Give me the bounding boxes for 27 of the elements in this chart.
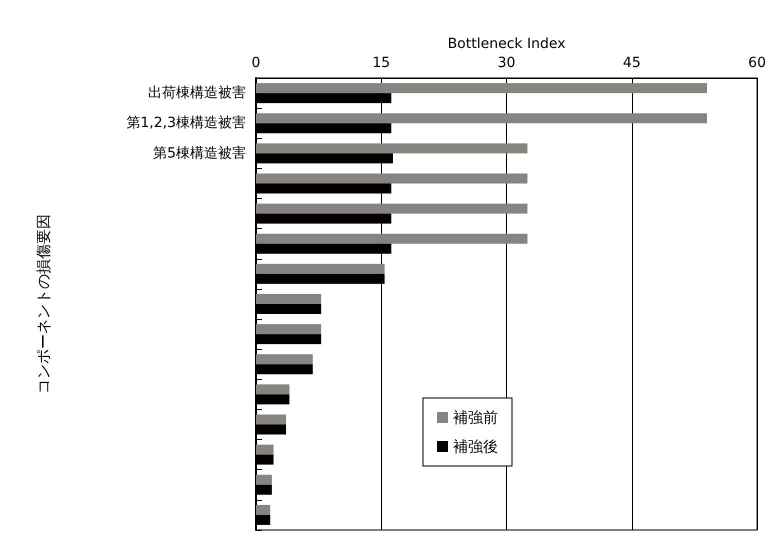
bar bbox=[256, 294, 322, 304]
x-tick-label: 30 bbox=[498, 55, 516, 71]
bar bbox=[256, 474, 272, 485]
bar bbox=[256, 414, 286, 425]
bar bbox=[256, 204, 528, 214]
x-tick-label: 45 bbox=[622, 55, 641, 71]
x-tick-label: 15 bbox=[372, 55, 390, 71]
bar bbox=[256, 444, 274, 455]
bar bbox=[256, 324, 322, 334]
bar bbox=[256, 384, 290, 394]
y-axis-title: コンポーネントの損傷要因 bbox=[34, 214, 52, 394]
y-tick-label: 第5棟構造被害 bbox=[153, 145, 246, 162]
y-tick-label: 出荷棟構造被害 bbox=[148, 85, 246, 102]
bar bbox=[256, 234, 528, 244]
bar bbox=[256, 83, 707, 94]
x-axis-title: Bottleneck Index bbox=[448, 36, 566, 52]
bar bbox=[256, 264, 385, 274]
bar bbox=[256, 354, 313, 364]
legend-label: 補強前 bbox=[453, 408, 498, 426]
x-tick-label: 60 bbox=[748, 55, 766, 71]
y-tick-label: 第1,2,3棟構造被害 bbox=[126, 115, 246, 132]
legend-label: 補強後 bbox=[453, 438, 498, 456]
bar bbox=[256, 113, 707, 124]
x-tick-label: 0 bbox=[252, 55, 260, 71]
bar bbox=[256, 143, 528, 154]
bar bbox=[256, 173, 528, 184]
bar bbox=[256, 504, 270, 515]
